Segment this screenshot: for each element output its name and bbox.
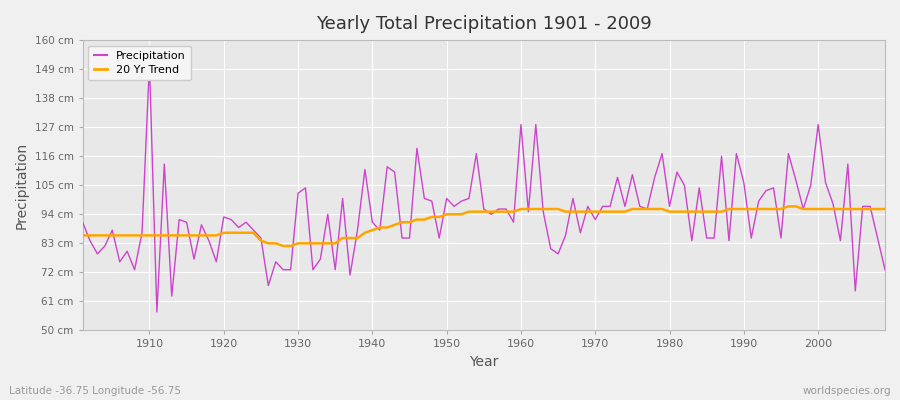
Legend: Precipitation, 20 Yr Trend: Precipitation, 20 Yr Trend <box>88 46 191 80</box>
Title: Yearly Total Precipitation 1901 - 2009: Yearly Total Precipitation 1901 - 2009 <box>316 15 652 33</box>
Y-axis label: Precipitation: Precipitation <box>15 142 29 229</box>
Text: Latitude -36.75 Longitude -56.75: Latitude -36.75 Longitude -56.75 <box>9 386 181 396</box>
X-axis label: Year: Year <box>469 355 499 369</box>
Text: worldspecies.org: worldspecies.org <box>803 386 891 396</box>
